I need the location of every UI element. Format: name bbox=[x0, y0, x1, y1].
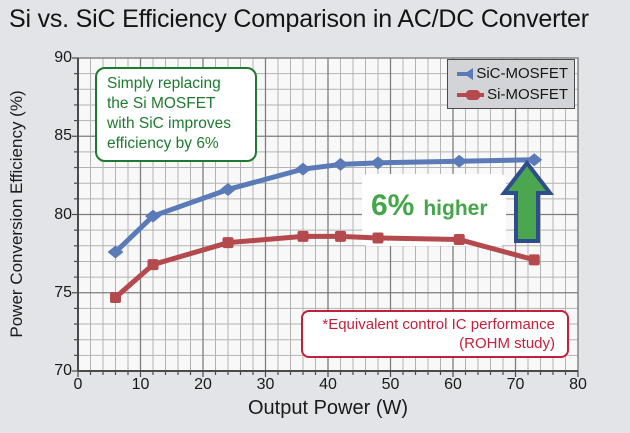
higher-annotation-percent: 6% bbox=[371, 189, 415, 222]
series-line-sic-mosfet bbox=[113, 157, 537, 255]
info-annotation-box: Simply replacing the Si MOSFET with SiC … bbox=[95, 67, 257, 162]
x-tick-label: 20 bbox=[194, 376, 212, 393]
legend-marker-sic-icon bbox=[457, 67, 474, 80]
legend: SiC-MOSFET Si-MOSFET bbox=[447, 59, 575, 109]
data-point-marker bbox=[145, 209, 161, 223]
y-axis-title: Power Conversion Efficiency (%) bbox=[7, 90, 26, 338]
x-tick-label: 30 bbox=[256, 376, 275, 393]
data-point-marker bbox=[222, 237, 234, 249]
x-tick-label: 10 bbox=[131, 376, 150, 393]
x-tick-label: 50 bbox=[381, 376, 400, 393]
x-tick-label: 40 bbox=[319, 376, 337, 393]
data-point-marker bbox=[332, 157, 349, 171]
data-point-marker bbox=[297, 230, 309, 242]
x-tick-label: 60 bbox=[444, 376, 462, 393]
y-tick-label: 70 bbox=[54, 362, 72, 379]
data-point-marker bbox=[528, 254, 540, 266]
legend-marker-si-icon bbox=[457, 89, 485, 100]
y-tick-label: 90 bbox=[54, 49, 72, 66]
data-point-marker bbox=[335, 230, 346, 242]
y-tick-label: 85 bbox=[54, 127, 72, 145]
data-point-marker bbox=[370, 156, 386, 170]
y-tick-label: 75 bbox=[54, 283, 72, 301]
data-point-marker bbox=[453, 234, 465, 246]
series-line-si-mosfet bbox=[113, 233, 537, 300]
data-point-marker bbox=[451, 154, 468, 168]
up-arrow-icon bbox=[499, 159, 555, 243]
legend-item-si-mosfet: Si-MOSFET bbox=[455, 86, 568, 103]
data-point-marker bbox=[147, 259, 159, 271]
higher-annotation-backdrop bbox=[362, 174, 506, 246]
data-point-marker bbox=[110, 291, 121, 303]
data-point-marker bbox=[107, 245, 124, 259]
data-point-marker bbox=[526, 153, 543, 167]
data-point-marker bbox=[220, 182, 236, 196]
y-tick-label: 80 bbox=[54, 205, 72, 223]
x-tick-label: 0 bbox=[73, 376, 83, 393]
higher-annotation-text: higher bbox=[423, 197, 488, 220]
x-axis-title: Output Power (W) bbox=[247, 397, 409, 419]
higher-annotation: 6% higher bbox=[371, 189, 488, 223]
legend-label-si: Si-MOSFET bbox=[487, 86, 568, 103]
chart-title: Si vs. SiC Efficiency Comparison in AC/D… bbox=[9, 5, 589, 33]
x-tick-label: 70 bbox=[506, 376, 525, 393]
data-point-marker bbox=[372, 232, 384, 244]
x-tick-label: 80 bbox=[569, 376, 587, 393]
legend-item-sic-mosfet: SiC-MOSFET bbox=[455, 65, 568, 82]
data-point-marker bbox=[295, 162, 311, 176]
note-annotation-box: *Equivalent control IC performance (ROHM… bbox=[301, 310, 569, 358]
legend-label-sic: SiC-MOSFET bbox=[476, 65, 568, 82]
